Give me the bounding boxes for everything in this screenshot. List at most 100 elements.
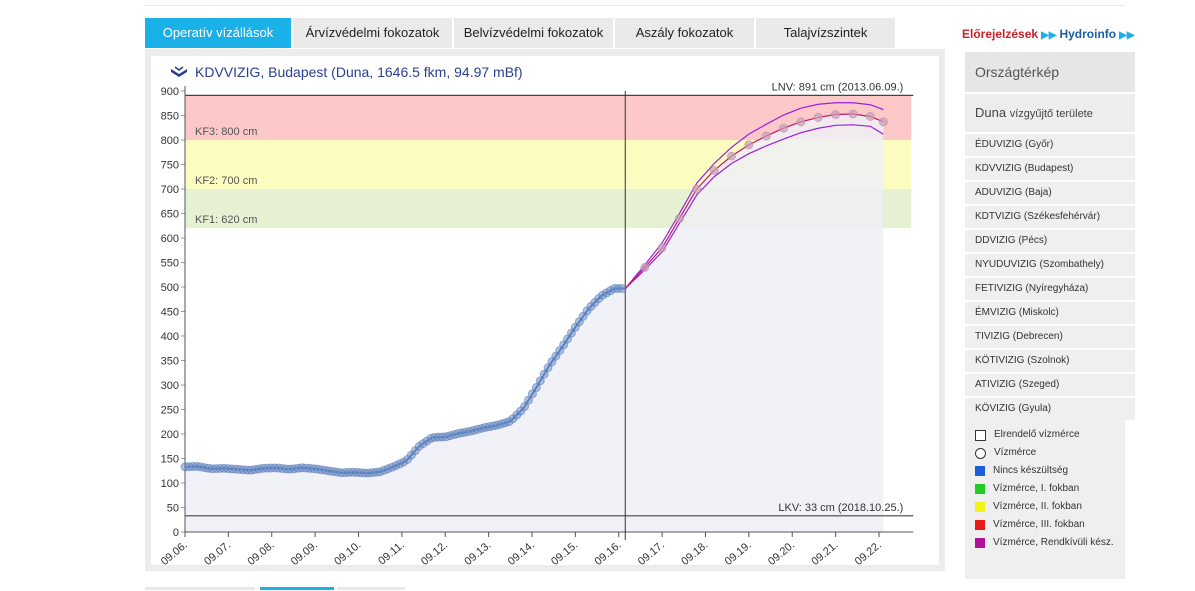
legend-swatch: [975, 520, 985, 530]
sidebar-item-5[interactable]: NYUDUVIZIG (Szombathely): [965, 252, 1135, 276]
sidebar-item-7[interactable]: ÉMVIZIG (Miskolc): [965, 300, 1135, 324]
x-tick-label: 09.14.: [506, 539, 537, 568]
sidebar-item-9[interactable]: KÖTIVIZIG (Szolnok): [965, 348, 1135, 372]
forecast-point: [761, 131, 771, 141]
x-tick-label: 09.15.: [549, 539, 580, 568]
x-tick-label: 09.21.: [809, 539, 840, 568]
sidebar-item-0[interactable]: ÉDUVIZIG (Győr): [965, 132, 1135, 156]
y-tick-label: 550: [161, 258, 179, 270]
sidebar-item-10[interactable]: ATIVIZIG (Szeged): [965, 372, 1135, 396]
legend-item: Vízmérce, III. fokban: [975, 519, 1118, 530]
y-tick-label: 700: [161, 184, 179, 196]
x-tick-label: 09.08.: [246, 539, 277, 568]
forecast-point: [674, 213, 684, 223]
legend: Elrendelő vízmérce Vízmérce Nincs készülts…: [965, 419, 1125, 579]
double-chevron-right-icon: ▶▶: [1119, 30, 1135, 41]
legend-item: Elrendelő vízmérce: [975, 429, 1119, 441]
top-divider: [145, 5, 1125, 6]
tab-operativ-vizallasok[interactable]: Operatív vízállások: [145, 18, 291, 48]
legend-label: Vízmérce, Rendkívüli kész.: [993, 537, 1114, 548]
band-label: KF2: 700 cm: [195, 175, 257, 187]
forecast-point: [692, 184, 702, 194]
measured-point: [531, 382, 541, 392]
x-tick-label: 09.18.: [679, 539, 710, 568]
legend-swatch: [975, 538, 985, 548]
tab-aszaly-fokozatok[interactable]: Aszály fokozatok: [615, 18, 754, 48]
y-tick-label: 600: [161, 233, 179, 245]
x-tick-label: 09.11.: [376, 539, 407, 567]
measured-point: [527, 389, 537, 399]
tab-belvizvedelmi-fokozatok[interactable]: Belvízvédelmi fokozatok: [454, 18, 613, 48]
band-label: KF3: 800 cm: [195, 126, 257, 138]
bottom-tab-active[interactable]: [260, 587, 334, 590]
forecast-lower-line: [624, 124, 884, 289]
legend-item: Vízmérce, II. fokban: [975, 501, 1118, 512]
station-logo-icon: [171, 66, 187, 77]
legend-swatch: [975, 466, 985, 476]
legend-item: Vízmérce, I. fokban: [975, 483, 1118, 494]
x-tick-label: 09.10.: [332, 539, 363, 568]
sidebar: Országtérkép Duna vízgyűjtő területe ÉDU…: [965, 52, 1135, 420]
legend-label: Elrendelő vízmérce: [994, 429, 1080, 440]
x-tick-label: 09.22.: [853, 539, 884, 568]
legend-label: Nincs készültség: [993, 465, 1069, 476]
water-level-chart[interactable]: KF1: 620 cm KF2: 700 cm KF3: 800 cm 0 50 100 1…: [145, 49, 945, 571]
x-tick-label: 09.12.: [419, 539, 450, 568]
forecast-point: [709, 165, 719, 175]
y-tick-label: 650: [161, 209, 179, 221]
x-tick-label: 09.19.: [723, 539, 754, 568]
sidebar-item-4[interactable]: DDVIZIG (Pécs): [965, 228, 1135, 252]
forecast-point: [848, 109, 858, 119]
y-tick-label: 500: [161, 282, 179, 294]
reference-label: LNV: 891 cm (2013.06.09.): [772, 81, 904, 93]
y-tick-label: 800: [161, 135, 179, 147]
measured-point: [535, 376, 545, 386]
reference-label: LKV: 33 cm (2018.10.25.): [778, 502, 903, 514]
legend-label: Vízmérce: [994, 447, 1037, 458]
sidebar-item-3[interactable]: KDTVIZIG (Székesfehérvár): [965, 204, 1135, 228]
sidebar-item-2[interactable]: ADUVIZIG (Baja): [965, 180, 1135, 204]
tab-arvizvedelmi-fokozatok[interactable]: Árvízvédelmi fokozatok: [293, 18, 452, 48]
x-tick-label: 09.07.: [202, 539, 233, 568]
hydroinfo-link[interactable]: Hydroinfo: [1059, 27, 1117, 41]
legend-item: Vízmérce, Rendkívüli kész.: [975, 537, 1118, 548]
measured-point: [617, 283, 627, 293]
y-tick-label: 400: [161, 331, 179, 343]
forecast-point: [744, 140, 754, 150]
y-tick-label: 850: [161, 111, 179, 123]
sidebar-item-8[interactable]: TIVIZIG (Debrecen): [965, 324, 1135, 348]
y-tick-label: 350: [161, 356, 179, 368]
legend-swatch: [975, 448, 986, 459]
y-tick-label: 300: [161, 380, 179, 392]
basin-heading[interactable]: Duna vízgyűjtő területe: [965, 92, 1135, 132]
map-link[interactable]: Országtérkép: [965, 52, 1135, 92]
y-tick-label: 100: [161, 478, 179, 490]
bottom-tab[interactable]: [145, 587, 255, 590]
double-chevron-right-icon: ▶▶: [1041, 30, 1057, 41]
y-tick-label: 200: [161, 429, 179, 441]
legend-label: Vízmérce, I. fokban: [993, 483, 1080, 494]
sidebar-item-11[interactable]: KÖVIZIG (Gyula): [965, 396, 1135, 420]
x-tick-label: 09.16.: [593, 539, 624, 568]
sidebar-item-6[interactable]: FETIVIZIG (Nyíregyháza): [965, 276, 1135, 300]
y-tick-label: 450: [161, 307, 179, 319]
measured-point: [524, 395, 534, 405]
forecast-link[interactable]: Előrejelzések: [962, 27, 1039, 41]
measured-point: [520, 401, 530, 411]
forecast-point: [640, 262, 650, 272]
forecast-point: [727, 151, 737, 161]
forecast-point: [796, 117, 806, 127]
y-tick-label: 750: [161, 160, 179, 172]
sidebar-item-1[interactable]: KDVVIZIG (Budapest): [965, 156, 1135, 180]
bottom-tab[interactable]: [337, 587, 405, 590]
legend-swatch: [975, 430, 986, 441]
x-tick-label: 09.06.: [159, 539, 190, 568]
chart-title: KDVVIZIG, Budapest (Duna, 1646.5 fkm, 94…: [195, 64, 523, 80]
x-tick-label: 09.17.: [636, 539, 667, 568]
y-tick-label: 900: [161, 86, 179, 98]
tab-talajvizszintek[interactable]: Talajvízszintek: [756, 18, 895, 48]
forecast-point: [865, 111, 875, 121]
y-tick-label: 0: [173, 527, 179, 539]
y-tick-label: 50: [167, 503, 179, 515]
forecast-point: [878, 117, 888, 127]
